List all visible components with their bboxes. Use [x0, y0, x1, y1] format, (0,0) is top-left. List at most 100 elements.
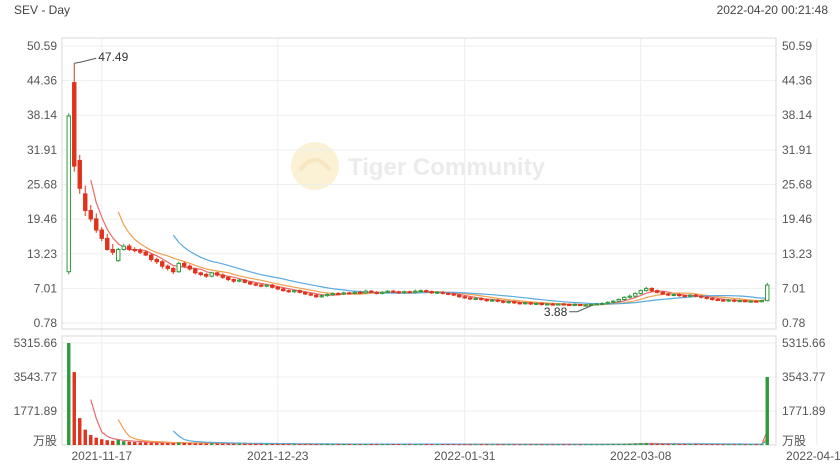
volume-bar: [265, 443, 269, 445]
volume-bar: [281, 444, 285, 445]
candle-body: [248, 281, 253, 285]
candle-body: [154, 258, 159, 263]
price-ma10-line: [117, 211, 768, 306]
candle-body: [660, 291, 665, 295]
price-tick-label-right: 44.36: [782, 74, 812, 88]
volume-bar: [72, 372, 76, 445]
candle-body: [627, 295, 632, 298]
tiger-logo-stripe-icon: [298, 158, 332, 172]
candle-body: [341, 292, 346, 295]
volume-bar: [94, 437, 98, 445]
volume-bar: [364, 444, 368, 445]
volume-bar: [743, 444, 747, 446]
volume-bar: [292, 444, 296, 445]
volume-bar: [342, 444, 346, 445]
candle-body: [693, 294, 698, 297]
volume-bar: [210, 443, 214, 445]
candle-body: [594, 303, 599, 306]
volume-bar: [331, 444, 335, 445]
candle-body: [754, 300, 759, 303]
volume-bar: [149, 442, 153, 445]
candle-body: [688, 294, 693, 297]
moving-averages: [90, 179, 768, 445]
price-ma5-line: [90, 179, 768, 306]
candle-body: [523, 302, 528, 305]
volume-tick-label-left: 5315.66: [14, 336, 58, 350]
volume-bar: [452, 444, 456, 446]
candle-body: [605, 301, 610, 304]
high-value-label: 47.49: [98, 50, 128, 64]
volume-bar: [314, 444, 318, 446]
annotations: 47.49 3.88: [74, 50, 592, 319]
price-tick-label-left: 25.68: [27, 178, 57, 192]
volume-bar: [677, 444, 681, 445]
candle-body: [457, 294, 462, 298]
watermark-text: Tiger Community: [348, 154, 546, 181]
volume-bar: [89, 435, 93, 445]
volume-bar: [457, 444, 461, 446]
candle-body: [655, 290, 660, 293]
candle-body: [226, 276, 231, 281]
candle-body: [88, 210, 93, 220]
candle-body: [99, 229, 104, 239]
volume-bar: [523, 444, 527, 446]
volume-bar: [644, 443, 648, 445]
volume-bar: [144, 442, 148, 445]
candle-body: [589, 304, 594, 307]
volume-bar: [419, 444, 423, 445]
volume-bar: [259, 443, 263, 445]
volume-bar: [325, 444, 329, 445]
volume-bar: [474, 444, 478, 446]
volume-bar: [391, 444, 395, 445]
volume-bar: [562, 444, 566, 446]
volume-bar: [501, 444, 505, 446]
volume-bar: [567, 444, 571, 446]
candle-body: [330, 292, 335, 296]
candle-body: [374, 291, 379, 294]
volume-bar: [705, 444, 709, 446]
volume-bar: [67, 343, 71, 445]
volume-bar: [490, 444, 494, 446]
candle-body: [479, 297, 484, 301]
high-pointer-line: [74, 57, 97, 64]
candle-body: [649, 287, 654, 292]
volume-bar: [177, 442, 181, 445]
candle-body: [314, 294, 319, 298]
candle-body: [622, 296, 627, 301]
candle-body: [165, 265, 170, 269]
volume-bar: [699, 444, 703, 445]
volume-bar: [672, 444, 676, 445]
candle-body: [204, 274, 209, 277]
candle-body: [242, 279, 247, 283]
candle-body: [297, 290, 302, 293]
volume-bar: [749, 444, 753, 446]
volume-bar: [545, 444, 549, 446]
candle-body: [616, 299, 621, 302]
candle-body: [215, 272, 220, 276]
volume-tick-label-right: 5315.66: [782, 336, 826, 350]
volume-bar: [463, 444, 467, 446]
candle-body: [495, 299, 500, 302]
volume-bar: [600, 444, 604, 446]
chart-timestamp: 2022-04-20 00:21:48: [716, 3, 828, 17]
price-tick-label-left: 44.36: [27, 74, 57, 88]
volume-bar: [369, 444, 373, 445]
candle-body: [308, 293, 313, 296]
volume-bar: [754, 444, 758, 446]
candle-body: [765, 284, 770, 302]
volume-bar: [732, 444, 736, 446]
price-ma20-line: [172, 234, 768, 305]
volume-bar: [188, 443, 192, 445]
candle-body: [396, 291, 401, 294]
candle-body: [710, 297, 715, 301]
volume-bar: [683, 444, 687, 445]
volume-bar: [248, 443, 252, 445]
candle-body: [556, 303, 561, 306]
candle-body: [402, 291, 407, 294]
low-value-label: 3.88: [544, 305, 568, 319]
candle-body: [512, 301, 517, 304]
volume-bar: [182, 442, 186, 445]
volume-bar: [760, 444, 764, 446]
candle-body: [121, 245, 126, 250]
